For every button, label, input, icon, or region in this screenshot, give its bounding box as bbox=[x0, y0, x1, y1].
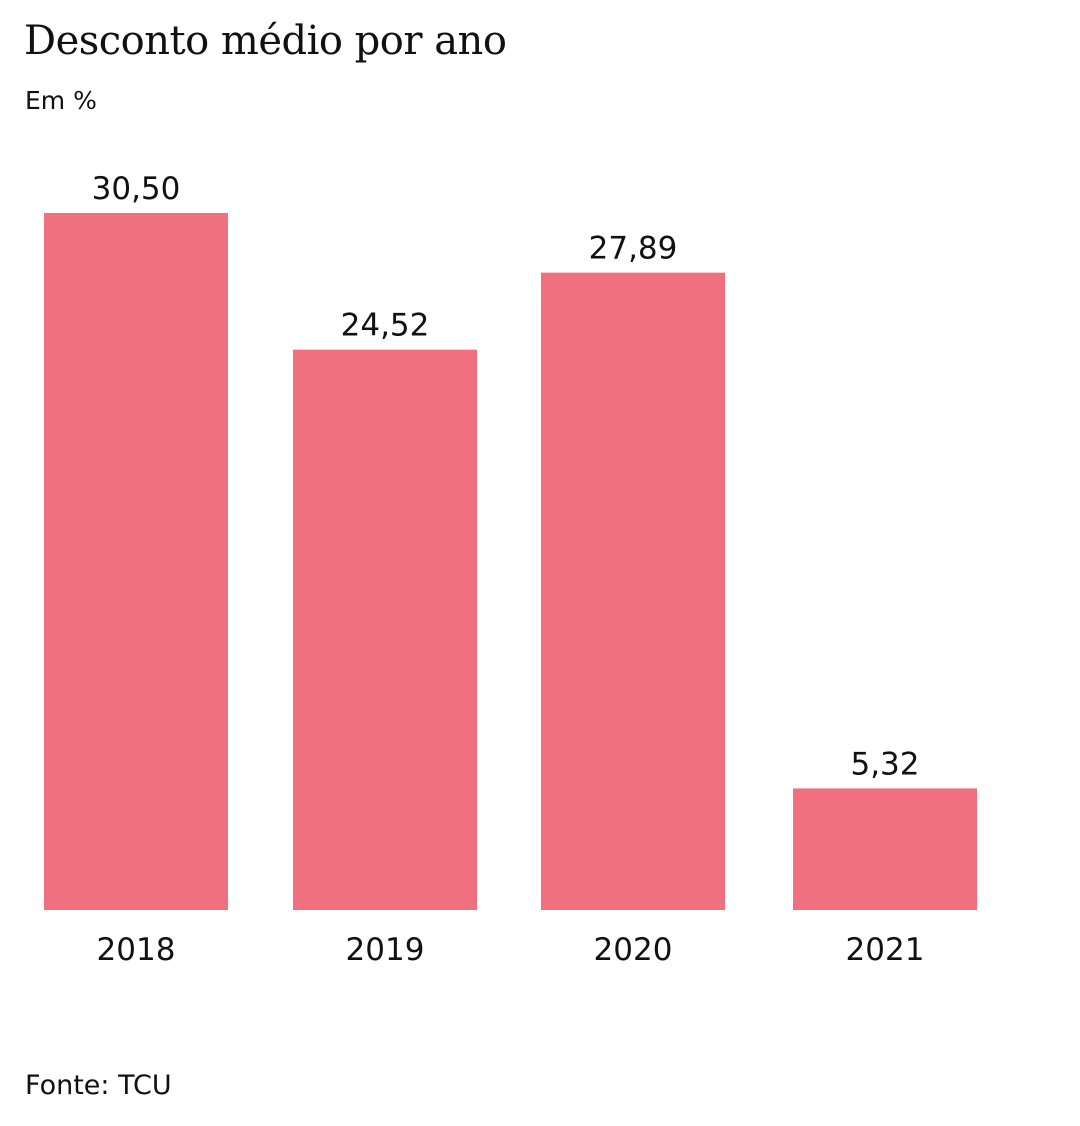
bar-2018 bbox=[44, 213, 228, 910]
bar-2021 bbox=[793, 788, 977, 910]
data-label-2021: 5,32 bbox=[850, 746, 919, 782]
source-note: Fonte: TCU bbox=[25, 1070, 172, 1101]
chart-title: Desconto médio por ano bbox=[24, 18, 507, 64]
chart-subtitle: Em % bbox=[25, 86, 97, 115]
x-tick-label-2018: 2018 bbox=[97, 932, 176, 968]
x-tick-label-2020: 2020 bbox=[594, 932, 673, 968]
data-label-2020: 27,89 bbox=[589, 231, 678, 267]
data-label-2019: 24,52 bbox=[341, 308, 430, 344]
data-label-2018: 30,50 bbox=[92, 171, 181, 207]
x-tick-label-2021: 2021 bbox=[846, 932, 925, 968]
bar-2019 bbox=[293, 349, 477, 910]
x-tick-label-2019: 2019 bbox=[346, 932, 425, 968]
bar-2020 bbox=[541, 272, 725, 911]
